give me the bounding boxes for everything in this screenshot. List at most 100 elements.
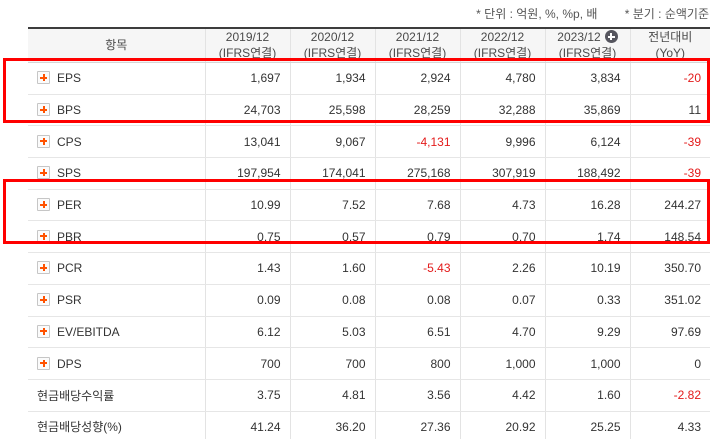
row-label-cell: 현금배당수익률 bbox=[28, 379, 205, 412]
value-cell: 4.42 bbox=[459, 379, 545, 412]
value-cell: 41.24 bbox=[204, 411, 290, 439]
financial-ratio-table: 항목 2019/12 (IFRS연결) 2020/12 (IFRS연결) 2021/12… bbox=[28, 27, 710, 439]
expand-row-icon[interactable] bbox=[37, 198, 50, 212]
value-cell: 800 bbox=[374, 347, 460, 380]
row-label: DPS bbox=[57, 356, 82, 371]
value-cell: 9,996 bbox=[459, 125, 545, 159]
value-cell: 16.28 bbox=[544, 189, 630, 222]
value-cell: 0 bbox=[629, 347, 710, 380]
table-row: BPS 24,703 25,598 28,259 32,288 35,869 11 bbox=[28, 94, 710, 127]
row-label-cell: SPS bbox=[28, 157, 205, 190]
value-cell: 244.27 bbox=[629, 189, 710, 222]
value-cell: 7.52 bbox=[289, 189, 375, 222]
value-cell: 1.74 bbox=[544, 220, 630, 254]
period-basis-label: (IFRS연결) bbox=[303, 45, 362, 60]
row-label: SPS bbox=[57, 166, 82, 181]
value-cell: 1.60 bbox=[544, 379, 630, 412]
period-basis-label: (IFRS연결) bbox=[558, 45, 617, 60]
value-cell: 2.26 bbox=[459, 252, 545, 285]
row-label-cell: EV/EBITDA bbox=[28, 316, 205, 349]
period-column-header: 2022/12 (IFRS연결) bbox=[459, 28, 545, 63]
row-label: BPS bbox=[57, 103, 82, 118]
value-cell: -39 bbox=[629, 125, 710, 159]
period-column-header: 2021/12 (IFRS연결) bbox=[374, 28, 460, 63]
value-cell: 6.51 bbox=[374, 316, 460, 349]
period-column-header: 2019/12 (IFRS연결) bbox=[204, 28, 290, 63]
value-cell: 24,703 bbox=[204, 94, 290, 127]
table-row: 현금배당성향(%) 41.24 36.20 27.36 20.92 25.25 4.33 bbox=[28, 411, 710, 439]
period-label: 전년대비 bbox=[648, 29, 693, 44]
value-cell: 6.12 bbox=[204, 316, 290, 349]
expand-row-icon[interactable] bbox=[37, 71, 50, 85]
value-cell: 174,041 bbox=[289, 157, 375, 190]
value-cell: 1,934 bbox=[289, 62, 375, 95]
value-cell: 0.33 bbox=[544, 284, 630, 317]
value-cell: 0.08 bbox=[374, 284, 460, 317]
row-label-cell: CPS bbox=[28, 125, 205, 159]
value-cell: 27.36 bbox=[374, 411, 460, 439]
expand-row-icon[interactable] bbox=[37, 356, 50, 370]
period-label: 2021/12 bbox=[395, 29, 440, 44]
expand-row-icon[interactable] bbox=[37, 293, 50, 307]
value-cell: -39 bbox=[629, 157, 710, 190]
value-cell: 1.43 bbox=[204, 252, 290, 285]
unit-note: * 단위 : 억원, %, %p, 배 bbox=[476, 7, 598, 21]
value-cell: 188,492 bbox=[544, 157, 630, 190]
period-basis-label: (IFRS연결) bbox=[218, 45, 277, 60]
table-row: PSR 0.09 0.08 0.08 0.07 0.33 351.02 bbox=[28, 284, 710, 317]
value-cell: 700 bbox=[204, 347, 290, 380]
value-cell: 0.08 bbox=[289, 284, 375, 317]
value-cell: 97.69 bbox=[629, 316, 710, 349]
row-label: PER bbox=[57, 198, 82, 213]
row-label-cell: PSR bbox=[28, 284, 205, 317]
value-cell: 0.09 bbox=[204, 284, 290, 317]
row-label-cell: PER bbox=[28, 189, 205, 222]
table-row: PCR 1.43 1.60 -5.43 2.26 10.19 350.70 bbox=[28, 252, 710, 285]
value-cell: 0.70 bbox=[459, 220, 545, 254]
value-cell: 3.75 bbox=[204, 379, 290, 412]
expand-row-icon[interactable] bbox=[37, 229, 50, 243]
value-cell: 4.70 bbox=[459, 316, 545, 349]
value-cell: 5.03 bbox=[289, 316, 375, 349]
value-cell: -5.43 bbox=[374, 252, 460, 285]
value-cell: 3,834 bbox=[544, 62, 630, 95]
expand-row-icon[interactable] bbox=[37, 134, 50, 148]
expand-row-icon[interactable] bbox=[37, 103, 50, 117]
value-cell: 0.07 bbox=[459, 284, 545, 317]
row-label: EV/EBITDA bbox=[57, 324, 120, 339]
add-column-icon[interactable] bbox=[604, 30, 618, 44]
expand-row-icon[interactable] bbox=[37, 324, 50, 338]
value-cell: 1,000 bbox=[459, 347, 545, 380]
period-basis-label: (IFRS연결) bbox=[388, 45, 447, 60]
row-label: 현금배당성향(%) bbox=[37, 420, 122, 435]
value-cell: 307,919 bbox=[459, 157, 545, 190]
row-label: EPS bbox=[57, 71, 82, 86]
value-cell: 4.73 bbox=[459, 189, 545, 222]
value-cell: 13,041 bbox=[204, 125, 290, 159]
table-row: SPS 197,954 174,041 275,168 307,919 188,492-… bbox=[28, 157, 710, 190]
value-cell: 36.20 bbox=[289, 411, 375, 439]
expand-row-icon[interactable] bbox=[37, 166, 50, 180]
row-label: 현금배당수익률 bbox=[37, 388, 115, 403]
value-cell: 7.68 bbox=[374, 189, 460, 222]
row-label-cell: DPS bbox=[28, 347, 205, 380]
row-label-cell: 현금배당성향(%) bbox=[28, 411, 205, 439]
table-row: CPS 13,041 9,067 -4,131 9,996 6,124 -39 bbox=[28, 125, 710, 159]
value-cell: 9,067 bbox=[289, 125, 375, 159]
value-cell: 10.99 bbox=[204, 189, 290, 222]
period-column-header: 전년대비 (YoY) bbox=[629, 28, 710, 63]
table-row: DPS 700 700 800 1,000 1,000 0 bbox=[28, 347, 710, 380]
period-label: 2020/12 bbox=[310, 29, 355, 44]
table-row: 현금배당수익률 3.75 4.81 3.56 4.42 1.60 -2.82 bbox=[28, 379, 710, 412]
value-cell: 1.60 bbox=[289, 252, 375, 285]
expand-row-icon[interactable] bbox=[37, 261, 50, 275]
value-cell: 197,954 bbox=[204, 157, 290, 190]
value-cell: 6,124 bbox=[544, 125, 630, 159]
value-cell: -4,131 bbox=[374, 125, 460, 159]
row-label: PSR bbox=[57, 293, 82, 308]
value-cell: 2,924 bbox=[374, 62, 460, 95]
value-cell: 4.33 bbox=[629, 411, 710, 439]
row-label-cell: PCR bbox=[28, 252, 205, 285]
value-cell: 0.57 bbox=[289, 220, 375, 254]
